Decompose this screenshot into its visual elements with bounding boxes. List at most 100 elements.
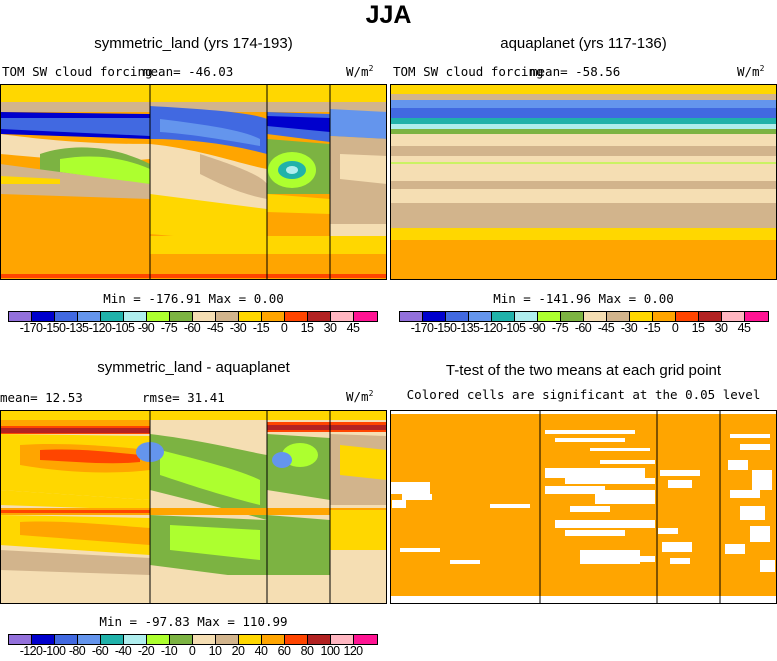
colorbar-swatch xyxy=(9,635,32,644)
colorbar-swatch xyxy=(446,312,469,321)
colorbar-tick-label: -120 xyxy=(19,644,43,658)
colorbar-tick-label: -135 xyxy=(65,321,89,335)
colorbar-swatch xyxy=(101,635,124,644)
colorbar-swatch xyxy=(147,635,170,644)
colorbar-tick-label: 10 xyxy=(208,644,222,658)
panel2-map xyxy=(390,84,777,280)
colorbar-tick-label: -45 xyxy=(206,321,224,335)
panel4-title: T-test of the two means at each grid poi… xyxy=(445,362,722,379)
colorbar-swatch xyxy=(308,635,331,644)
colorbar-swatch xyxy=(55,312,78,321)
colorbar-tick-label: -30 xyxy=(229,321,247,335)
colorbar-swatch xyxy=(101,312,124,321)
colorbar-swatch xyxy=(124,635,147,644)
colorbar-swatch xyxy=(354,312,377,321)
colorbar-tick-label: -30 xyxy=(620,321,638,335)
colorbar-swatch xyxy=(584,312,607,321)
colorbar-swatch xyxy=(331,312,354,321)
figure-title: JJA xyxy=(365,1,412,29)
colorbar-swatch xyxy=(630,312,653,321)
colorbar-swatch xyxy=(699,312,722,321)
colorbar-swatch xyxy=(469,312,492,321)
colorbar-swatch xyxy=(193,312,216,321)
colorbar-swatch xyxy=(262,312,285,321)
colorbar-tick-label: -75 xyxy=(551,321,569,335)
panel3-map xyxy=(0,410,387,604)
colorbar-swatch xyxy=(32,312,55,321)
colorbar-swatch xyxy=(78,635,101,644)
panel2-stats: Min = -141.96 Max = 0.00 xyxy=(493,291,674,306)
colorbar-tick-label: -60 xyxy=(574,321,592,335)
colorbar-tick-label: -90 xyxy=(137,321,155,335)
colorbar-tick-label: 20 xyxy=(231,644,245,658)
colorbar-tick-label: -80 xyxy=(68,644,86,658)
colorbar-swatch xyxy=(492,312,515,321)
panel3-mean: mean= 12.53 xyxy=(0,390,83,405)
colorbar-tick-label: -170 xyxy=(19,321,43,335)
colorbar-tick-label: -120 xyxy=(479,321,503,335)
colorbar-tick-label: -120 xyxy=(88,321,112,335)
colorbar-tick-label: 80 xyxy=(300,644,314,658)
colorbar-tick-label: -150 xyxy=(433,321,457,335)
panel3-colorbar xyxy=(8,634,378,645)
panel1-colorbar xyxy=(8,311,378,322)
colorbar-swatch xyxy=(308,312,331,321)
colorbar-tick-label: -60 xyxy=(91,644,109,658)
colorbar-swatch xyxy=(216,635,239,644)
panel1-colorbar-ticks: -170 -150 -135 -120 -105 -90 -75 -60 -45 -30 -15 0 1… xyxy=(8,321,378,335)
panel1-variable: TOM SW cloud forcing xyxy=(2,64,153,79)
panel3-stats: Min = -97.83 Max = 110.99 xyxy=(99,614,288,629)
colorbar-swatch xyxy=(423,312,446,321)
colorbar-swatch xyxy=(170,635,193,644)
colorbar-swatch xyxy=(515,312,538,321)
panel4-map xyxy=(390,410,777,604)
colorbar-tick-label: -20 xyxy=(137,644,155,658)
colorbar-tick-label: -75 xyxy=(160,321,178,335)
colorbar-tick-label: -100 xyxy=(42,644,66,658)
panel3-colorbar-ticks: -120 -100 -80 -60 -40 -20 -10 0 10 20 40 60 80 100 120 xyxy=(8,644,378,658)
panel3-units: W/m2 xyxy=(346,389,374,405)
colorbar-tick-label: -150 xyxy=(42,321,66,335)
panel1-mean: mean= -46.03 xyxy=(143,64,234,79)
colorbar-swatch xyxy=(32,635,55,644)
colorbar-swatch xyxy=(354,635,377,644)
panel2-colorbar xyxy=(399,311,769,322)
colorbar-tick-label: -60 xyxy=(183,321,201,335)
colorbar-swatch xyxy=(147,312,170,321)
panel1-units: W/m2 xyxy=(346,64,374,80)
colorbar-swatch xyxy=(722,312,745,321)
colorbar-tick-label: -135 xyxy=(456,321,480,335)
colorbar-swatch xyxy=(285,312,308,321)
colorbar-tick-label: 0 xyxy=(280,321,288,335)
colorbar-swatch xyxy=(78,312,101,321)
colorbar-swatch xyxy=(745,312,768,321)
panel2-mean: mean= -58.56 xyxy=(530,64,621,79)
colorbar-swatch xyxy=(285,635,308,644)
colorbar-tick-label: 40 xyxy=(254,644,268,658)
colorbar-tick-label: -15 xyxy=(252,321,270,335)
colorbar-tick-label: 120 xyxy=(343,644,363,658)
colorbar-tick-label: 60 xyxy=(277,644,291,658)
colorbar-tick-label: 30 xyxy=(714,321,728,335)
panel2-title: aquaplanet (yrs 117-136) xyxy=(500,35,667,52)
colorbar-tick-label: -170 xyxy=(410,321,434,335)
colorbar-tick-label: -10 xyxy=(160,644,178,658)
colorbar-swatch xyxy=(170,312,193,321)
colorbar-swatch xyxy=(55,635,78,644)
colorbar-swatch xyxy=(400,312,423,321)
panel1-map xyxy=(0,84,387,280)
colorbar-tick-label: 15 xyxy=(300,321,314,335)
colorbar-tick-label: -15 xyxy=(643,321,661,335)
colorbar-swatch xyxy=(331,635,354,644)
panel3-title: symmetric_land - aquaplanet xyxy=(97,359,290,376)
colorbar-swatch xyxy=(239,312,262,321)
colorbar-tick-label: -105 xyxy=(111,321,135,335)
colorbar-swatch xyxy=(124,312,147,321)
colorbar-tick-label: -105 xyxy=(502,321,526,335)
colorbar-tick-label: 45 xyxy=(346,321,360,335)
colorbar-tick-label: 15 xyxy=(691,321,705,335)
panel4-subtitle: Colored cells are significant at the 0.0… xyxy=(406,387,761,402)
panel3-rmse: rmse= 31.41 xyxy=(142,390,225,405)
colorbar-swatch xyxy=(216,312,239,321)
colorbar-swatch xyxy=(9,312,32,321)
